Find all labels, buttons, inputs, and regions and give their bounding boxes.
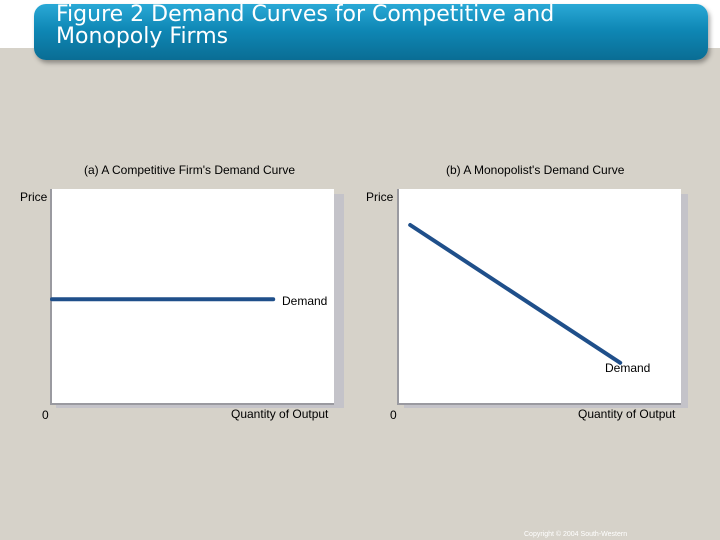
panel-a-origin: 0 xyxy=(42,408,49,422)
panel-a-title: (a) A Competitive Firm's Demand Curve xyxy=(84,163,296,177)
panel-a-x-label: Quantity of Output xyxy=(231,407,329,421)
panel-a-plot xyxy=(50,189,334,405)
panel-b-title: (b) A Monopolist's Demand Curve xyxy=(446,163,625,177)
panel-b-origin: 0 xyxy=(390,408,397,422)
title-banner xyxy=(34,4,708,60)
panel-b-plot xyxy=(397,189,681,405)
panel-b-demand-label: Demand xyxy=(605,361,651,375)
panel-b-x-label: Quantity of Output xyxy=(578,407,676,421)
copyright-text: Copyright © 2004 South-Western xyxy=(524,531,628,538)
panel-b-y-label: Price xyxy=(366,190,394,204)
panel-b-demand-curve xyxy=(408,223,623,365)
panel-a-y-label: Price xyxy=(20,190,48,204)
panel-a-demand-label: Demand xyxy=(282,294,328,308)
slide-title: Figure 2 Demand Curves for Competitive a… xyxy=(56,2,555,49)
